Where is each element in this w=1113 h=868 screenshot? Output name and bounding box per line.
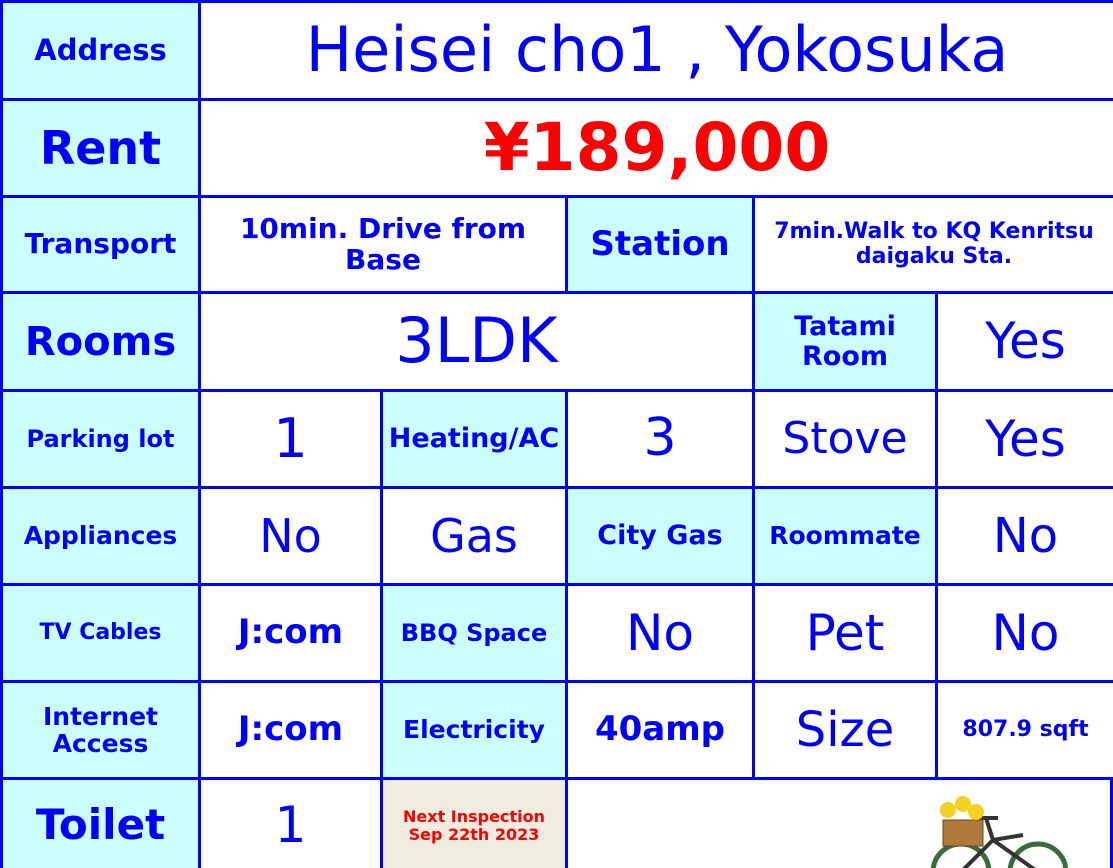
field-value: Station	[565, 195, 755, 294]
illustration-cell	[565, 777, 1113, 868]
field-value: Roommate	[752, 486, 938, 586]
field-label: Transport	[0, 195, 201, 294]
field-value: No	[935, 583, 1113, 683]
field-value: 3	[565, 389, 755, 489]
field-value: Next Inspection Sep 22th 2023	[380, 777, 568, 868]
field-value: Yes	[935, 389, 1113, 489]
field-value: Yes	[935, 291, 1113, 392]
field-value: No	[565, 583, 755, 683]
field-value: Size	[752, 680, 938, 780]
field-value: Tatami Room	[752, 291, 938, 392]
field-label: Parking lot	[0, 389, 201, 489]
field-value: J:com	[198, 583, 383, 683]
field-label: Appliances	[0, 486, 201, 586]
field-value: City Gas	[565, 486, 755, 586]
field-value: Electricity	[380, 680, 568, 780]
field-value: 40amp	[565, 680, 755, 780]
field-value: 7min.Walk to KQ Kenritsu daigaku Sta.	[752, 195, 1113, 294]
field-value: Stove	[752, 389, 938, 489]
field-label: Rent	[0, 98, 201, 198]
field-label: Address	[0, 0, 201, 101]
field-value: 807.9 sqft	[935, 680, 1113, 780]
field-value: Pet	[752, 583, 938, 683]
field-label: Internet Access	[0, 680, 201, 780]
field-value: ¥189,000	[198, 98, 1113, 198]
field-label: Rooms	[0, 291, 201, 392]
field-value: 10min. Drive from Base	[198, 195, 568, 294]
field-value: No	[198, 486, 383, 586]
field-value: 3LDK	[198, 291, 755, 392]
field-value: 1	[198, 389, 383, 489]
field-label: Toilet	[0, 777, 201, 868]
field-value: 1	[198, 777, 383, 868]
field-value: Gas	[380, 486, 568, 586]
field-label: TV Cables	[0, 583, 201, 683]
field-value: Heating/AC	[380, 389, 568, 489]
bicycle-icon	[930, 796, 1069, 868]
field-value: Heisei cho1 , Yokosuka	[198, 0, 1113, 101]
field-value: No	[935, 486, 1113, 586]
field-value: J:com	[198, 680, 383, 780]
field-value: BBQ Space	[380, 583, 568, 683]
